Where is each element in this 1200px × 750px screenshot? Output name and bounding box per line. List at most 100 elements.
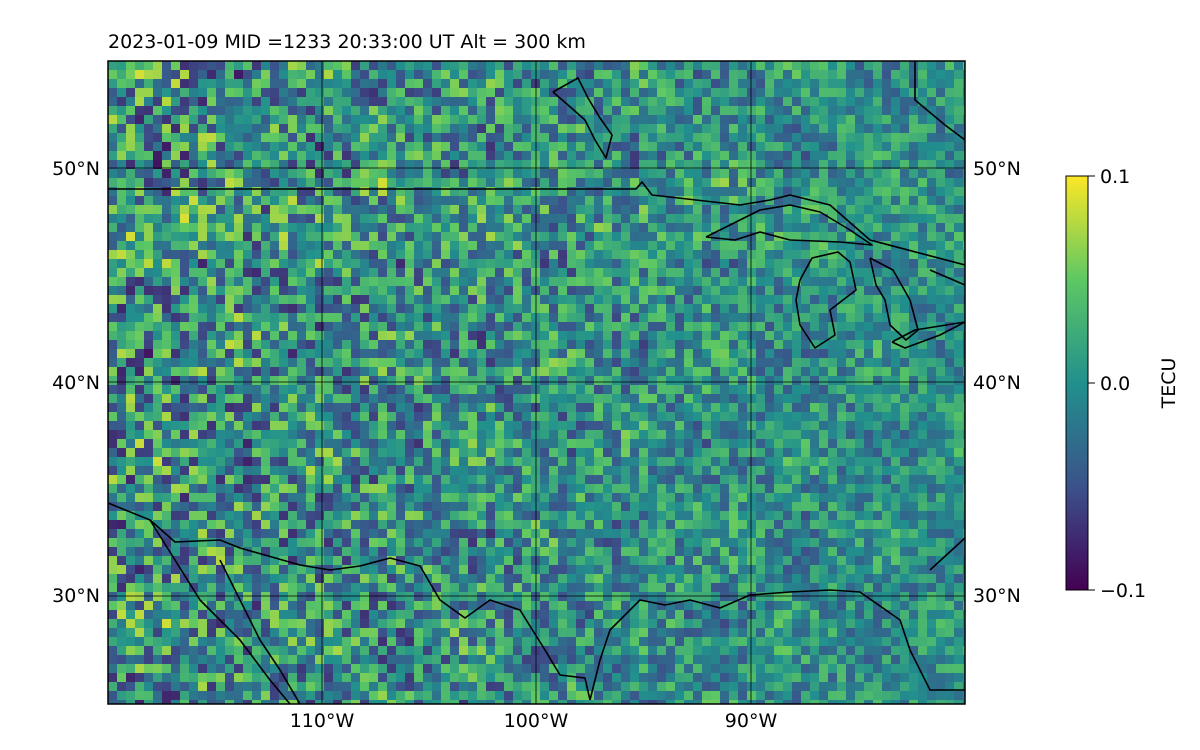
heatmap-cell xyxy=(756,151,766,161)
heatmap-cell xyxy=(630,115,640,125)
heatmap-cell xyxy=(657,520,667,530)
heatmap-cell xyxy=(846,439,856,449)
heatmap-cell xyxy=(927,214,937,224)
heatmap-cell xyxy=(639,97,649,107)
heatmap-cell xyxy=(783,475,793,485)
heatmap-cell xyxy=(189,196,199,206)
heatmap-cell xyxy=(666,169,676,179)
heatmap-cell xyxy=(225,502,235,512)
heatmap-cell xyxy=(333,106,343,116)
heatmap-cell xyxy=(918,124,928,134)
heatmap-cell xyxy=(414,367,424,377)
heatmap-cell xyxy=(693,160,703,170)
heatmap-cell xyxy=(954,133,964,143)
heatmap-cell xyxy=(738,70,748,80)
heatmap-cell xyxy=(234,376,244,386)
heatmap-cell xyxy=(594,385,604,395)
heatmap-cell xyxy=(711,133,721,143)
heatmap-cell xyxy=(882,439,892,449)
heatmap-cell xyxy=(666,385,676,395)
heatmap-cell xyxy=(468,502,478,512)
heatmap-cell xyxy=(333,412,343,422)
heatmap-cell xyxy=(693,484,703,494)
heatmap-cell xyxy=(243,439,253,449)
heatmap-cell xyxy=(783,115,793,125)
heatmap-cell xyxy=(612,313,622,323)
heatmap-cell xyxy=(612,493,622,503)
heatmap-cell xyxy=(963,115,965,125)
heatmap-cell xyxy=(693,403,703,413)
heatmap-cell xyxy=(153,295,163,305)
heatmap-cell xyxy=(387,151,397,161)
heatmap-cell xyxy=(963,205,965,215)
heatmap-cell xyxy=(306,70,316,80)
heatmap-cell xyxy=(414,259,424,269)
heatmap-cell xyxy=(819,358,829,368)
heatmap-cell xyxy=(873,439,883,449)
heatmap-cell xyxy=(765,61,775,71)
heatmap-cell xyxy=(288,520,298,530)
heatmap-cell xyxy=(144,322,154,332)
heatmap-cell xyxy=(324,493,334,503)
heatmap-cell xyxy=(909,511,919,521)
heatmap-cell xyxy=(243,97,253,107)
heatmap-cell xyxy=(954,439,964,449)
heatmap-cell xyxy=(207,412,217,422)
heatmap-cell xyxy=(126,277,136,287)
heatmap-cell xyxy=(963,367,965,377)
heatmap-cell xyxy=(297,421,307,431)
heatmap-cell xyxy=(864,502,874,512)
heatmap-cell xyxy=(135,268,145,278)
heatmap-cell xyxy=(342,421,352,431)
heatmap-cell xyxy=(162,169,172,179)
heatmap-cell xyxy=(810,313,820,323)
heatmap-cell xyxy=(594,448,604,458)
heatmap-cell xyxy=(207,277,217,287)
heatmap-cell xyxy=(549,259,559,269)
heatmap-cell xyxy=(423,385,433,395)
heatmap-cell xyxy=(747,106,757,116)
heatmap-cell xyxy=(216,241,226,251)
heatmap-cell xyxy=(783,214,793,224)
heatmap-cell xyxy=(909,493,919,503)
heatmap-cell xyxy=(423,430,433,440)
heatmap-cell xyxy=(351,268,361,278)
heatmap-cell xyxy=(477,412,487,422)
heatmap-cell xyxy=(783,187,793,197)
heatmap-cell xyxy=(495,259,505,269)
heatmap-cell xyxy=(135,520,145,530)
heatmap-cell xyxy=(144,394,154,404)
heatmap-cell xyxy=(891,421,901,431)
heatmap-cell xyxy=(864,466,874,476)
heatmap-cell xyxy=(198,403,208,413)
heatmap-cell xyxy=(495,205,505,215)
heatmap-cell xyxy=(720,178,730,188)
heatmap-cell xyxy=(441,133,451,143)
heatmap-cell xyxy=(288,205,298,215)
heatmap-cell xyxy=(162,385,172,395)
heatmap-cell xyxy=(108,295,118,305)
heatmap-cell xyxy=(864,196,874,206)
heatmap-cell xyxy=(333,133,343,143)
heatmap-cell xyxy=(936,511,946,521)
heatmap-cell xyxy=(828,466,838,476)
heatmap-cell xyxy=(711,223,721,233)
heatmap-cell xyxy=(747,466,757,476)
heatmap-cell xyxy=(594,97,604,107)
heatmap-cell xyxy=(486,70,496,80)
heatmap-cell xyxy=(882,133,892,143)
heatmap-cell xyxy=(567,511,577,521)
heatmap-cell xyxy=(486,79,496,89)
heatmap-cell xyxy=(468,439,478,449)
heatmap-cell xyxy=(396,340,406,350)
heatmap-cell xyxy=(720,448,730,458)
heatmap-cell xyxy=(612,223,622,233)
heatmap-cell xyxy=(612,412,622,422)
heatmap-cell xyxy=(414,79,424,89)
heatmap-cell xyxy=(198,133,208,143)
heatmap-cell xyxy=(693,268,703,278)
heatmap-cell xyxy=(162,205,172,215)
heatmap-cell xyxy=(774,106,784,116)
heatmap-cell xyxy=(891,412,901,422)
heatmap-cell xyxy=(315,331,325,341)
